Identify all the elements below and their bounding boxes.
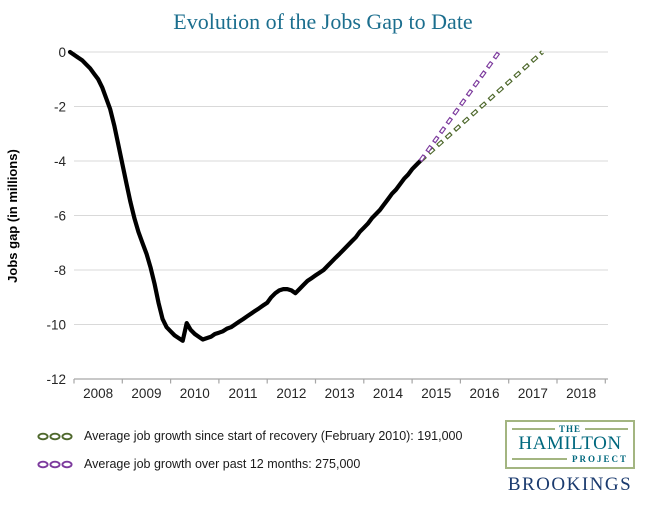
y-axis-title: Jobs gap (in millions) — [5, 149, 20, 283]
y-tick-label: 0 — [58, 45, 66, 60]
legend-label: Average job growth over past 12 months: … — [84, 457, 361, 471]
rule-line — [585, 428, 629, 430]
x-tick-label: 2011 — [229, 386, 258, 401]
x-tick-label: 2013 — [325, 386, 355, 401]
rule-line — [512, 428, 555, 430]
legend-item-12-month-growth: Average job growth over past 12 months: … — [36, 456, 462, 472]
chart-legend: Average job growth since start of recove… — [36, 428, 462, 484]
logo-hamilton-text: HAMILTON — [518, 433, 622, 454]
legend-label: Average job growth since start of recove… — [84, 429, 463, 443]
logo-project-row: PROJECT — [512, 454, 628, 464]
jobs-gap-line — [67, 49, 423, 343]
x-tick-label: 2009 — [131, 386, 161, 401]
y-tick-label: -6 — [54, 208, 66, 223]
y-tick-label: -2 — [54, 99, 66, 114]
branding-block: THE HAMILTON PROJECT BROOKINGS — [505, 420, 635, 496]
x-tick-label: 2010 — [180, 386, 210, 401]
logo-the-text: THE — [559, 424, 582, 434]
x-tick-label: 2012 — [276, 386, 306, 401]
rule-line — [512, 457, 567, 460]
y-tick-label: -8 — [54, 263, 66, 278]
chart-title: Evolution of the Jobs Gap to Date — [173, 9, 473, 34]
purple-dashed-line-swatch — [37, 460, 73, 468]
y-tick-label: -12 — [46, 372, 66, 387]
green-dashed-line-swatch — [37, 432, 73, 440]
x-tick-label: 2015 — [421, 386, 451, 401]
y-tick-label: -10 — [46, 317, 66, 332]
x-tick-label: 2018 — [566, 386, 596, 401]
brookings-wordmark: BROOKINGS — [507, 473, 633, 495]
tick-labels: 0 -2 -4 -6 -8 -10 -12 2008 2009 2010 2011 2012 2013 2… — [46, 45, 596, 401]
x-tick-label: 2014 — [373, 386, 404, 401]
hamilton-project-logo: THE HAMILTON PROJECT — [505, 420, 635, 469]
data-series — [67, 49, 544, 343]
legend-item-recovery-growth: Average job growth since start of recove… — [36, 428, 462, 444]
y-tick-label: -4 — [54, 154, 66, 169]
logo-the-row: THE — [512, 424, 629, 434]
x-axis — [73, 378, 608, 384]
logo-project-text: PROJECT — [571, 453, 628, 464]
x-tick-label: 2017 — [518, 386, 548, 401]
x-tick-label: 2008 — [83, 386, 113, 401]
x-tick-label: 2016 — [470, 386, 500, 401]
jobs-gap-chart: 0 -2 -4 -6 -8 -10 -12 2008 2009 2010 2011 2012 2013 2… — [5, 45, 608, 401]
